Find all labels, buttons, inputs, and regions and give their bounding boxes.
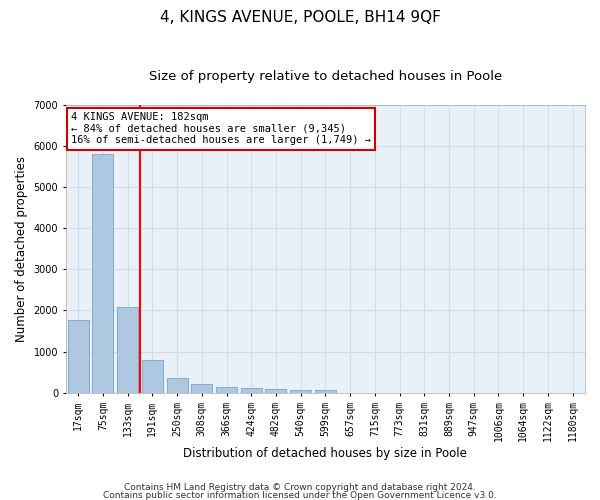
- Bar: [68, 320, 89, 392]
- Bar: [241, 388, 262, 392]
- X-axis label: Distribution of detached houses by size in Poole: Distribution of detached houses by size …: [184, 447, 467, 460]
- Bar: [142, 360, 163, 392]
- Bar: [265, 388, 286, 392]
- Bar: [191, 384, 212, 392]
- Bar: [117, 307, 138, 392]
- Title: Size of property relative to detached houses in Poole: Size of property relative to detached ho…: [149, 70, 502, 83]
- Bar: [290, 390, 311, 392]
- Text: 4, KINGS AVENUE, POOLE, BH14 9QF: 4, KINGS AVENUE, POOLE, BH14 9QF: [160, 10, 440, 25]
- Text: Contains HM Land Registry data © Crown copyright and database right 2024.: Contains HM Land Registry data © Crown c…: [124, 483, 476, 492]
- Bar: [216, 388, 237, 392]
- Text: 4 KINGS AVENUE: 182sqm
← 84% of detached houses are smaller (9,345)
16% of semi-: 4 KINGS AVENUE: 182sqm ← 84% of detached…: [71, 112, 371, 146]
- Bar: [315, 390, 336, 392]
- Y-axis label: Number of detached properties: Number of detached properties: [15, 156, 28, 342]
- Text: Contains public sector information licensed under the Open Government Licence v3: Contains public sector information licen…: [103, 492, 497, 500]
- Bar: [92, 154, 113, 392]
- Bar: [167, 378, 188, 392]
